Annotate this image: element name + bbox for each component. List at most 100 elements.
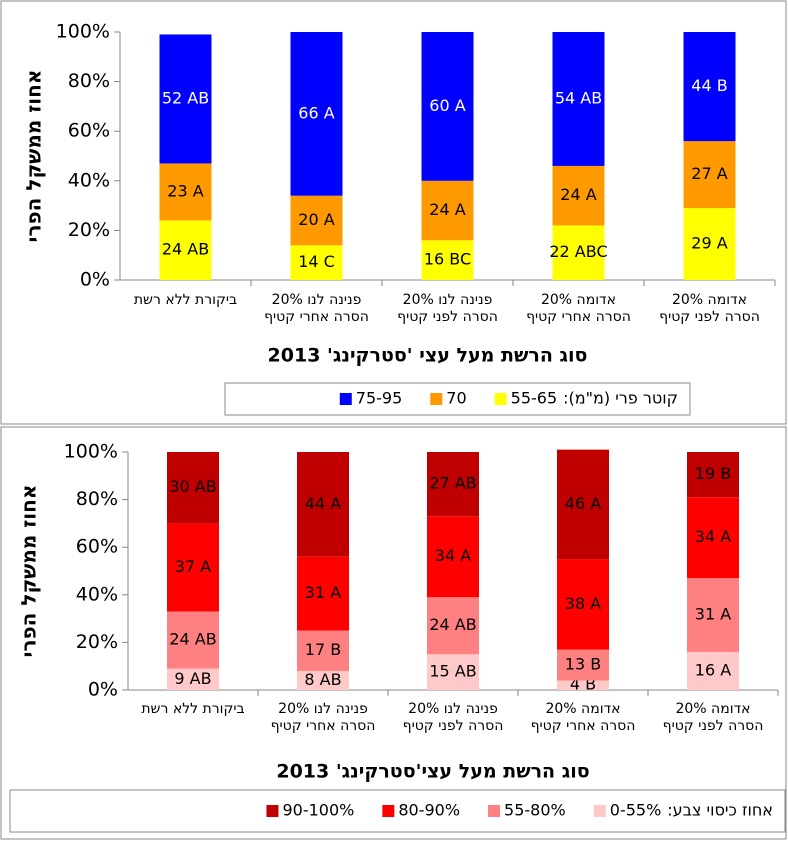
bar-segment bbox=[687, 452, 739, 498]
data-label: 34 A bbox=[695, 527, 731, 546]
bar-segment bbox=[159, 34, 212, 164]
data-label: 66 A bbox=[298, 103, 334, 122]
x-tick-label: אדומה 20% הסרה אחרי קטיף bbox=[526, 292, 631, 325]
bar-segment bbox=[683, 208, 736, 280]
bar-segment bbox=[427, 597, 479, 655]
data-label: 38 A bbox=[565, 594, 601, 613]
y-tick-label: 60% bbox=[68, 120, 110, 142]
bar-segment bbox=[167, 611, 219, 669]
data-label: 31 A bbox=[305, 583, 341, 602]
bar-segment bbox=[557, 559, 609, 650]
bar-segment bbox=[427, 452, 479, 517]
data-label: 24 A bbox=[560, 185, 596, 204]
y-tick-label: 100% bbox=[64, 441, 118, 463]
x-tick-label: פנינה לנו 20% הסרה אחרי קטיף bbox=[270, 701, 376, 734]
frame bbox=[0, 426, 787, 840]
legend-swatch bbox=[430, 393, 443, 405]
bar-segment bbox=[687, 497, 739, 579]
legend-label: 0-55% bbox=[610, 801, 662, 820]
y-tick-label: 100% bbox=[56, 21, 110, 43]
bar-segment bbox=[687, 578, 739, 652]
data-label: 20 A bbox=[298, 210, 334, 229]
bar-segment bbox=[290, 32, 343, 196]
y-tick-label: 20% bbox=[76, 631, 118, 653]
y-tick-label: 40% bbox=[76, 583, 118, 605]
data-label: 46 A bbox=[565, 494, 601, 513]
bar-segment bbox=[552, 165, 605, 226]
data-label: 19 B bbox=[695, 464, 731, 483]
x-tick-label: פנינה לנו 20% הסרה לפני קטיף bbox=[397, 292, 498, 325]
data-label: 30 AB bbox=[169, 477, 216, 496]
data-label: 24 A bbox=[429, 200, 465, 219]
data-label: 16 BC bbox=[424, 250, 471, 269]
bar-segment bbox=[683, 32, 736, 142]
bar-segment bbox=[297, 630, 349, 671]
y-tick-label: 20% bbox=[68, 219, 110, 241]
legend-label: 75-95 bbox=[356, 389, 403, 408]
data-label: 24 AB bbox=[169, 630, 216, 649]
x-axis-title: סוג הרשת מעל עצי'סטרקינג' 2013 bbox=[276, 761, 589, 783]
bar-segment bbox=[290, 245, 343, 280]
data-label: 27 A bbox=[691, 164, 727, 183]
x-tick-label: אדומה 20% הסרה אחרי קטיף bbox=[530, 701, 636, 734]
bar-segment bbox=[297, 452, 349, 557]
legend-title: קוטר פרי (מ"מ): bbox=[563, 389, 678, 408]
bar-segment bbox=[421, 180, 474, 241]
bar-segment bbox=[159, 220, 212, 280]
bar-segment bbox=[557, 649, 609, 681]
x-tick-label: פנינה לנו 20% הסרה אחרי קטיף bbox=[264, 292, 369, 325]
y-tick-label: 0% bbox=[80, 269, 110, 291]
bar-segment bbox=[427, 516, 479, 598]
x-tick-label: ביקורת ללא רשת bbox=[133, 292, 238, 308]
x-tick-label: אדומה 20% הסרה לפני קטיף bbox=[659, 292, 760, 325]
data-label: 34 A bbox=[435, 546, 471, 565]
data-label: 14 C bbox=[298, 252, 335, 271]
bar-segment bbox=[167, 668, 219, 690]
data-label: 31 A bbox=[695, 605, 731, 624]
y-tick-label: 60% bbox=[76, 536, 118, 558]
data-label: 15 AB bbox=[429, 662, 476, 681]
y-tick-label: 80% bbox=[68, 70, 110, 92]
legend-swatch bbox=[494, 393, 507, 405]
legend-swatch bbox=[339, 393, 352, 405]
data-label: 17 B bbox=[305, 640, 341, 659]
data-label: 22 ABC bbox=[549, 242, 607, 261]
legend-box bbox=[9, 789, 786, 833]
data-label: 52 AB bbox=[162, 88, 209, 107]
bar-segment bbox=[290, 195, 343, 246]
bar-segment bbox=[297, 556, 349, 631]
bar-segment bbox=[297, 670, 349, 690]
data-label: 23 A bbox=[167, 181, 203, 200]
bar-segment bbox=[159, 163, 212, 221]
data-label: 29 A bbox=[691, 234, 727, 253]
data-label: 9 AB bbox=[174, 669, 211, 688]
legend-label: 55-80% bbox=[504, 801, 566, 820]
legend-swatch bbox=[593, 805, 606, 817]
data-label: 37 A bbox=[175, 557, 211, 576]
y-tick-label: 0% bbox=[88, 679, 118, 701]
legend-label: 55-65 bbox=[511, 389, 558, 408]
frame bbox=[0, 0, 787, 425]
data-label: 44 B bbox=[691, 76, 727, 95]
legend-swatch bbox=[266, 805, 279, 817]
y-tick-label: 80% bbox=[76, 488, 118, 510]
bar-segment bbox=[552, 225, 605, 280]
legend-box bbox=[224, 382, 691, 416]
data-label: 8 AB bbox=[304, 670, 341, 689]
x-tick-label: ביקורת ללא רשת bbox=[141, 701, 245, 717]
data-label: 13 B bbox=[565, 655, 601, 674]
bar-segment bbox=[683, 141, 736, 209]
legend-swatch bbox=[488, 805, 501, 817]
y-tick-label: 40% bbox=[68, 169, 110, 191]
y-axis-title: אחוז ממשקל הפרי bbox=[22, 70, 46, 243]
bar-segment bbox=[167, 452, 219, 524]
legend-title: אחוז כיסוי צבע: bbox=[667, 801, 773, 820]
bar-segment bbox=[427, 654, 479, 690]
bar-segment bbox=[167, 523, 219, 612]
bar-segment bbox=[557, 680, 609, 690]
x-tick-label: פנינה לנו 20% הסרה לפני קטיף bbox=[402, 701, 504, 734]
data-label: 16 A bbox=[695, 660, 731, 679]
bar-segment bbox=[421, 32, 474, 181]
